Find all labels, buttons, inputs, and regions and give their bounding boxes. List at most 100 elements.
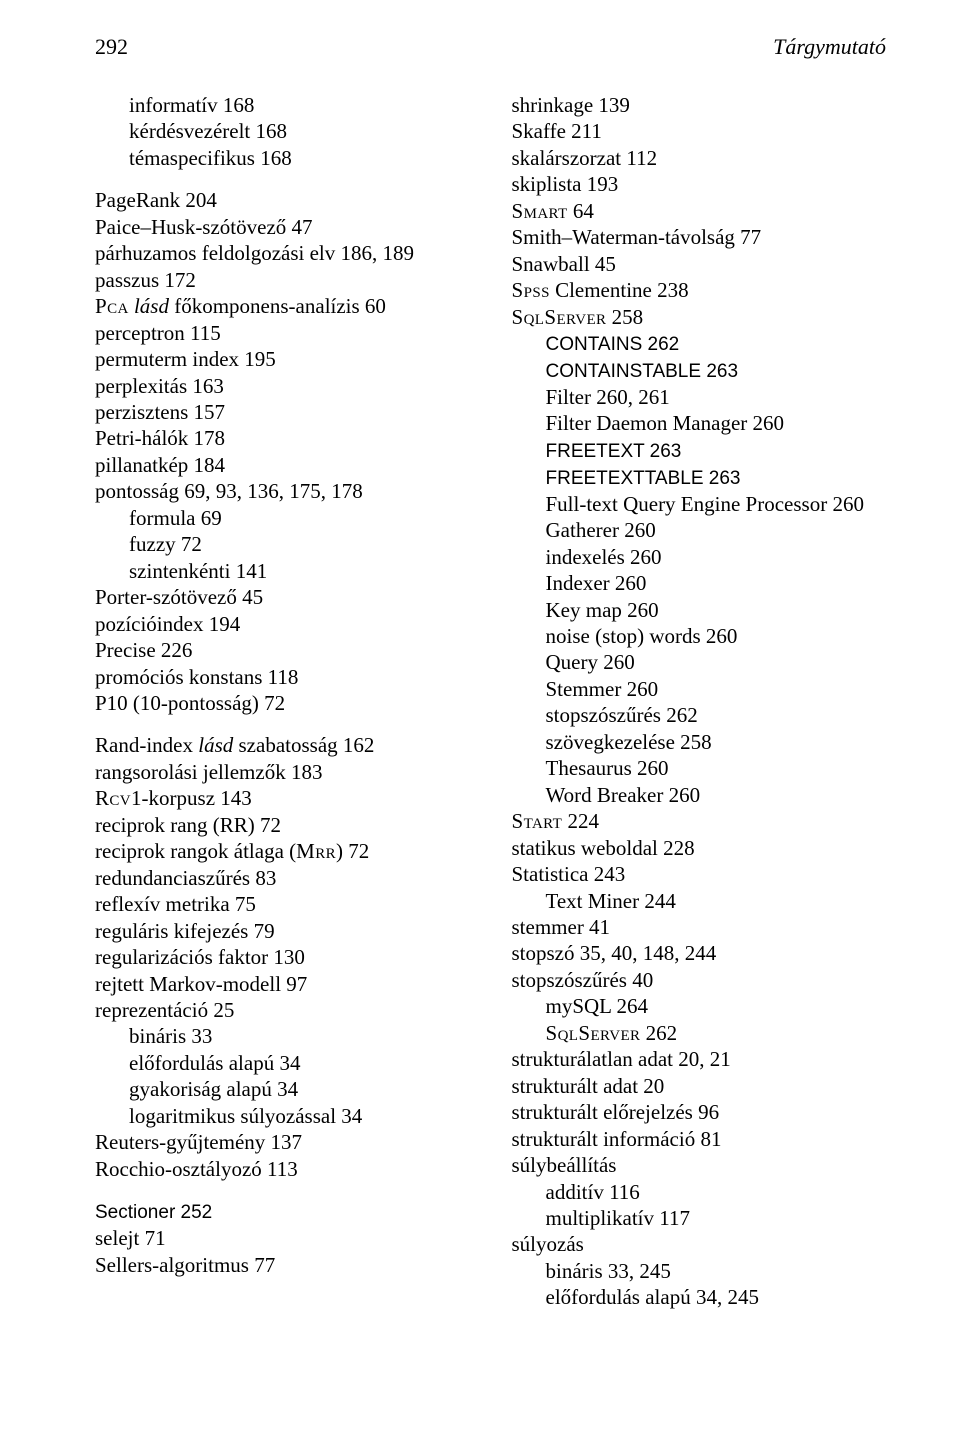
index-entry-text: szövegkezelése 258 bbox=[546, 730, 712, 754]
index-entry-text: pozícióindex 194 bbox=[95, 612, 240, 636]
index-entry-text: stopszó 35, 40, 148, 244 bbox=[512, 941, 717, 965]
right-column: shrinkage 139Skaffe 211 skalárszorzat 112… bbox=[512, 92, 887, 1311]
index-entry-text: reprezentáció 25 bbox=[95, 998, 234, 1022]
index-entry-text: reciprok rang (RR) 72 bbox=[95, 813, 281, 837]
index-entry: Porter-szótövező 45 bbox=[95, 584, 470, 610]
index-entry: Skaffe 211 bbox=[512, 118, 887, 144]
index-entry-text: 1-korpusz 143 bbox=[131, 786, 252, 810]
index-entry-text: strukturálatlan adat 20, 21 bbox=[512, 1047, 731, 1071]
index-entry-text: Filter Daemon Manager 260 bbox=[546, 411, 785, 435]
index-entry: redundanciaszűrés 83 bbox=[95, 865, 470, 891]
index-entry-text: 224 bbox=[562, 809, 599, 833]
index-entry: indexelés 260 bbox=[546, 544, 887, 570]
index-entry: Reuters-gyűjtemény 137 bbox=[95, 1129, 470, 1155]
index-entry-text: előfordulás alapú 34 bbox=[129, 1051, 300, 1075]
index-entry-text: reguláris kifejezés 79 bbox=[95, 919, 275, 943]
index-entry: promóciós konstans 118 bbox=[95, 664, 470, 690]
index-entry: FREETEXTTABLE 263 bbox=[546, 464, 887, 491]
index-entry: multiplikatív 117 bbox=[546, 1205, 887, 1231]
index-entry: mySQL 264 bbox=[546, 993, 887, 1019]
index-entry-text: gyakoriság alapú 34 bbox=[129, 1077, 298, 1101]
index-entry: SqlServer 258 bbox=[512, 304, 887, 330]
page-header: 292 Tárgymutató bbox=[95, 34, 886, 60]
index-entry-text: FREETEXT 263 bbox=[546, 441, 682, 462]
index-entry-text: P10 (10-pontosság) 72 bbox=[95, 691, 285, 715]
index-entry: fuzzy 72 bbox=[129, 531, 470, 557]
index-entry: Gatherer 260 bbox=[546, 517, 887, 543]
index-entry: Rcv1-korpusz 143 bbox=[95, 785, 470, 811]
left-column: informatív 168kérdésvezérelt 168témaspec… bbox=[95, 92, 470, 1311]
index-entry: Start 224 bbox=[512, 808, 887, 834]
index-entry: selejt 71 bbox=[95, 1225, 470, 1251]
page-number: 292 bbox=[95, 34, 128, 60]
index-entry-text: Indexer 260 bbox=[546, 571, 647, 595]
index-entry: perzisztens 157 bbox=[95, 399, 470, 425]
index-entry: Indexer 260 bbox=[546, 570, 887, 596]
index-entry-text: főkomponens-analízis 60 bbox=[169, 294, 386, 318]
index-entry-text: skiplista 193 bbox=[512, 172, 619, 196]
index-entry: rejtett Markov-modell 97 bbox=[95, 971, 470, 997]
index-entry: Rocchio-osztályozó 113 bbox=[95, 1156, 470, 1182]
index-entry: perceptron 115 bbox=[95, 320, 470, 346]
index-entry-text: reciprok rangok átlaga ( bbox=[95, 839, 296, 863]
index-entry-text: additív 116 bbox=[546, 1180, 640, 1204]
index-entry: Word Breaker 260 bbox=[546, 782, 887, 808]
index-entry: additív 116 bbox=[546, 1179, 887, 1205]
index-entry-text: reflexív metrika 75 bbox=[95, 892, 256, 916]
index-entry: Precise 226 bbox=[95, 637, 470, 663]
index-entry: bináris 33, 245 bbox=[546, 1258, 887, 1284]
index-entry-text: rangsorolási jellemzők 183 bbox=[95, 760, 322, 784]
index-entry-text: Sectioner 252 bbox=[95, 1202, 212, 1223]
index-entry-text: indexelés 260 bbox=[546, 545, 662, 569]
index-entry: Full-text Query Engine Processor 260 bbox=[546, 491, 887, 517]
blank-separator bbox=[95, 171, 470, 187]
index-entry: Spss Clementine 238 bbox=[512, 277, 887, 303]
index-entry-text: előfordulás alapú 34, 245 bbox=[546, 1285, 759, 1309]
index-entry: shrinkage 139 bbox=[512, 92, 887, 118]
index-entry-text: CONTAINS 262 bbox=[546, 334, 680, 355]
index-entry: reguláris kifejezés 79 bbox=[95, 918, 470, 944]
index-entry-text: Word Breaker 260 bbox=[546, 783, 701, 807]
index-entry-text: skalárszorzat 112 bbox=[512, 146, 658, 170]
index-entry-text: 258 bbox=[606, 305, 643, 329]
index-entry: pontosság 69, 93, 136, 175, 178 bbox=[95, 478, 470, 504]
index-entry: formula 69 bbox=[129, 505, 470, 531]
blank-separator bbox=[95, 1182, 470, 1198]
index-entry-text: Gatherer 260 bbox=[546, 518, 656, 542]
index-entry-text: bináris 33, 245 bbox=[546, 1259, 671, 1283]
index-entry: skalárszorzat 112 bbox=[512, 145, 887, 171]
index-columns: informatív 168kérdésvezérelt 168témaspec… bbox=[95, 92, 886, 1311]
index-entry-text: pontosság 69, 93, 136, 175, 178 bbox=[95, 479, 363, 503]
index-entry: noise (stop) words 260 bbox=[546, 623, 887, 649]
index-entry-text: szintenkénti 141 bbox=[129, 559, 267, 583]
index-entry-text: PageRank 204 bbox=[95, 188, 217, 212]
index-entry-text: Filter 260, 261 bbox=[546, 385, 670, 409]
index-entry-text: perzisztens 157 bbox=[95, 400, 225, 424]
index-entry: Smart 64 bbox=[512, 198, 887, 224]
index-entry-text: strukturált adat 20 bbox=[512, 1074, 665, 1098]
index-entry: bináris 33 bbox=[129, 1023, 470, 1049]
index-entry: előfordulás alapú 34, 245 bbox=[546, 1284, 887, 1310]
index-entry-text: FREETEXTTABLE 263 bbox=[546, 468, 741, 489]
index-entry: stopszószűrés 40 bbox=[512, 967, 887, 993]
index-entry-text: Precise 226 bbox=[95, 638, 192, 662]
index-entry-text: Text Miner 244 bbox=[546, 889, 676, 913]
index-entry: reflexív metrika 75 bbox=[95, 891, 470, 917]
index-entry: reprezentáció 25 bbox=[95, 997, 470, 1023]
index-entry-text: perceptron 115 bbox=[95, 321, 221, 345]
index-entry: pozícióindex 194 bbox=[95, 611, 470, 637]
blank-separator bbox=[95, 716, 470, 732]
index-entry: strukturált információ 81 bbox=[512, 1126, 887, 1152]
index-entry-text: Key map 260 bbox=[546, 598, 659, 622]
index-entry-text: stopszószűrés 40 bbox=[512, 968, 654, 992]
index-entry: Filter 260, 261 bbox=[546, 384, 887, 410]
index-entry-text: Smart bbox=[512, 199, 568, 223]
index-entry: strukturálatlan adat 20, 21 bbox=[512, 1046, 887, 1072]
index-entry: Rand-index lásd szabatosság 162 bbox=[95, 732, 470, 758]
index-entry-text: statikus weboldal 228 bbox=[512, 836, 695, 860]
index-entry-text: fuzzy 72 bbox=[129, 532, 202, 556]
index-entry-text: Thesaurus 260 bbox=[546, 756, 669, 780]
index-entry-text: Skaffe 211 bbox=[512, 119, 602, 143]
index-entry-text: passzus 172 bbox=[95, 268, 196, 292]
index-entry-text: stopszószűrés 262 bbox=[546, 703, 698, 727]
